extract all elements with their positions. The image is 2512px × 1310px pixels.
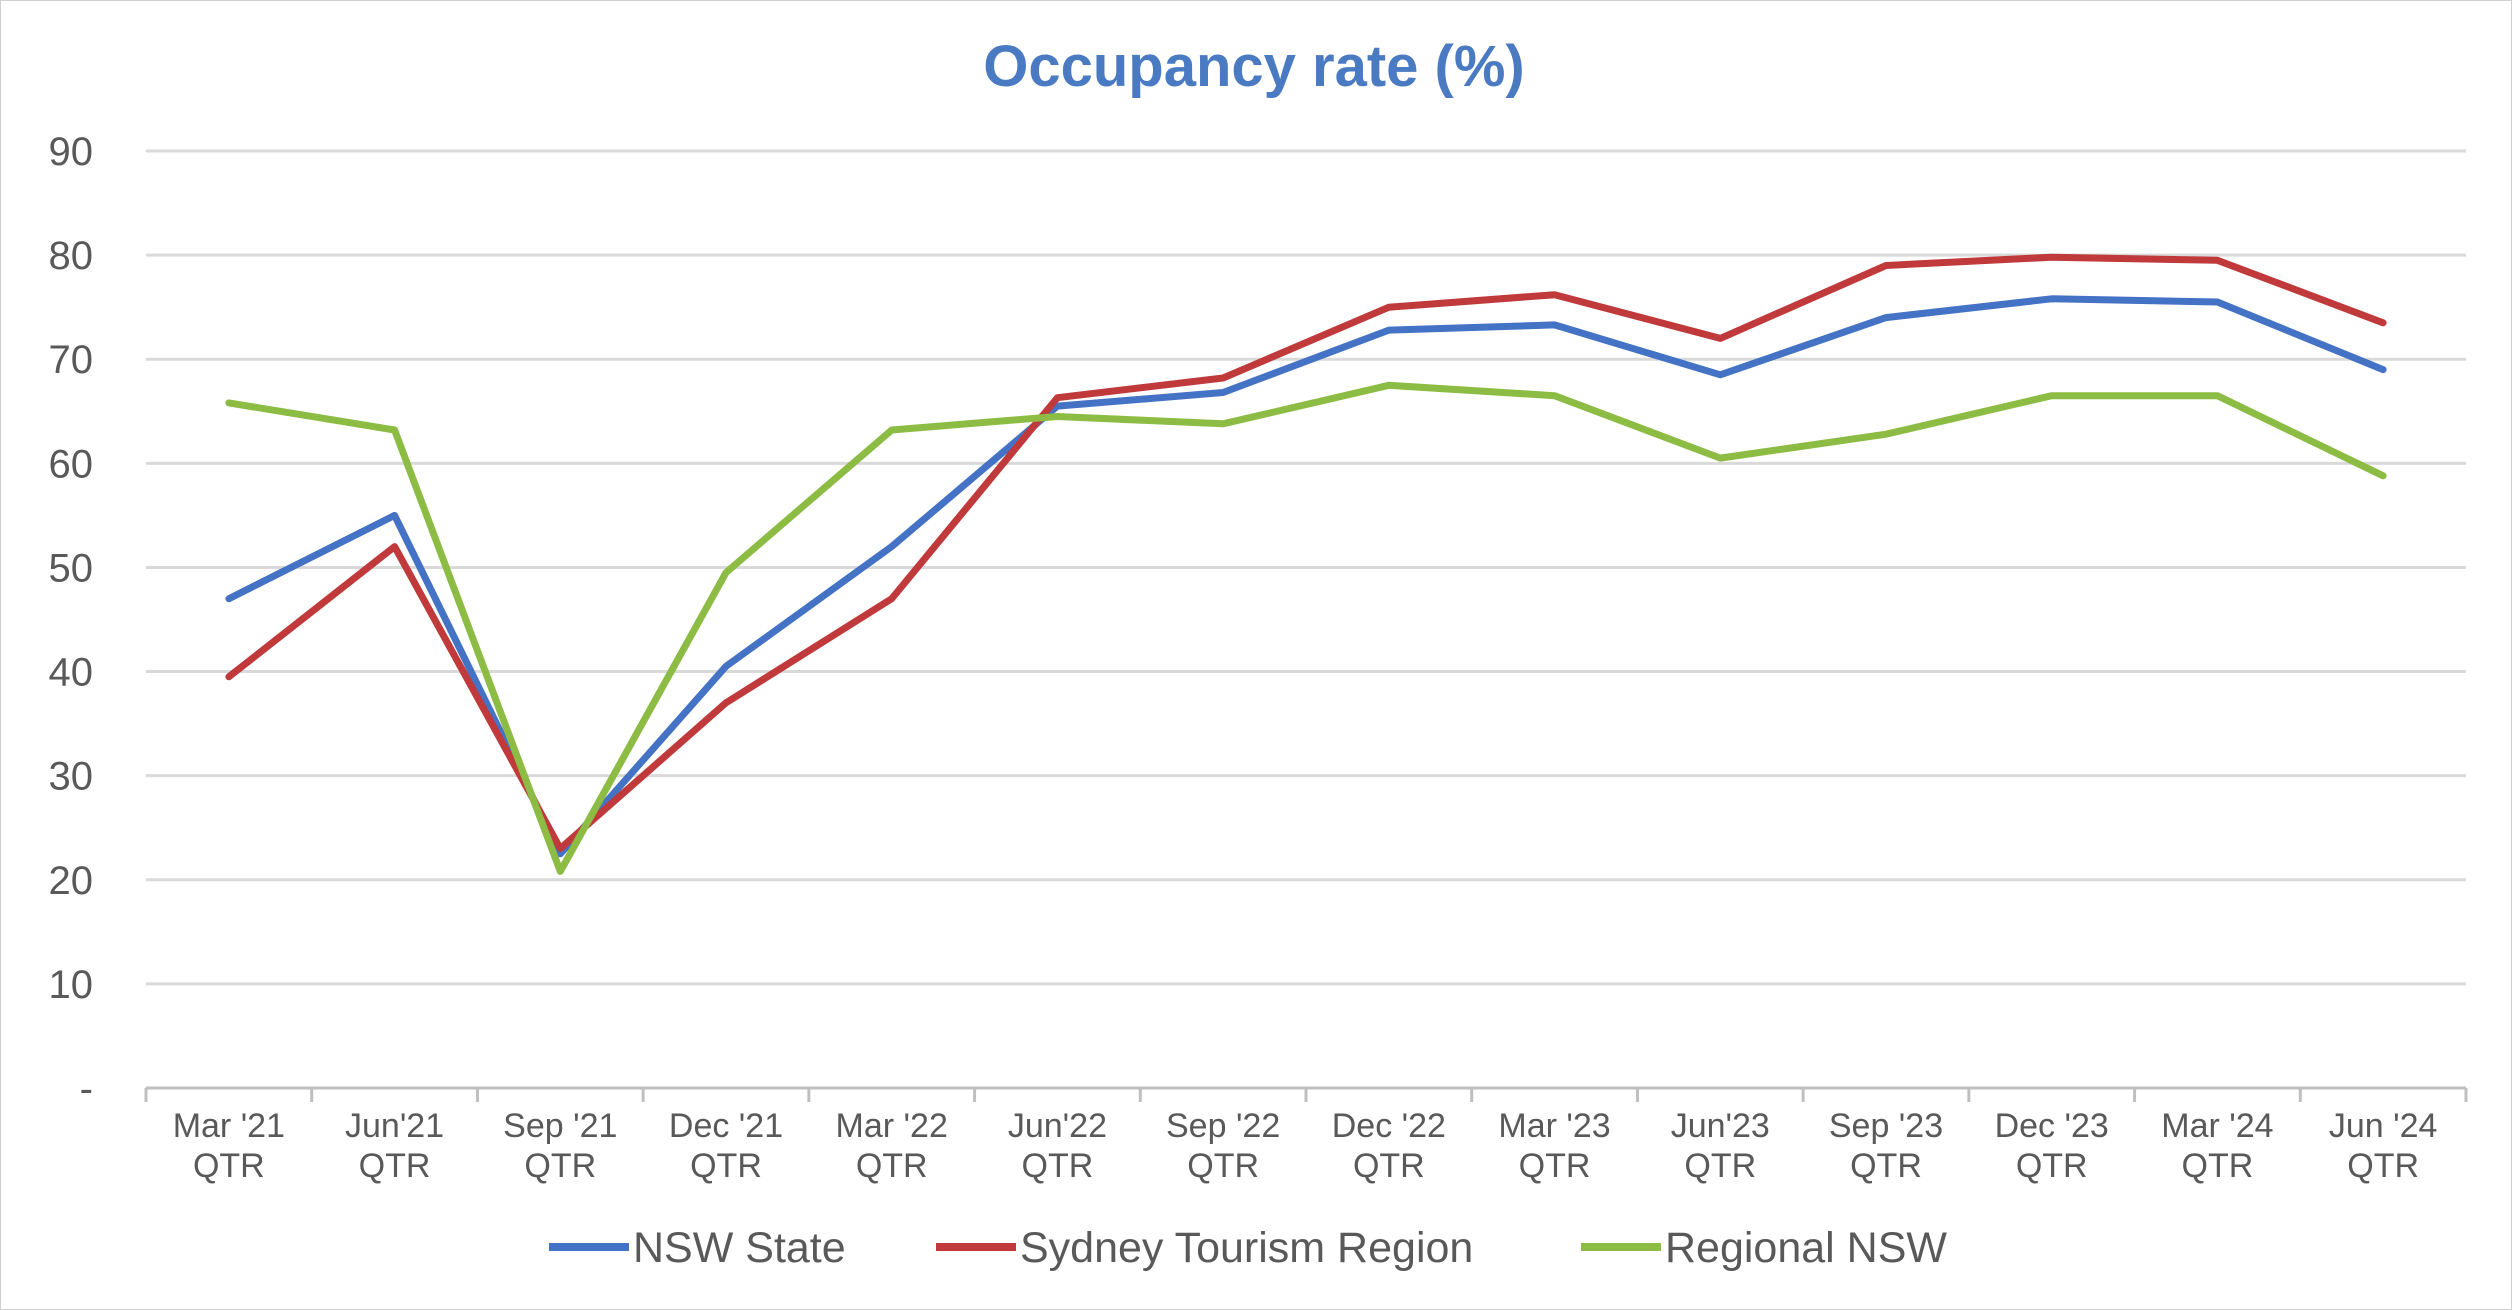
y-tick-label: 10: [49, 963, 94, 1007]
y-tick-label: 70: [49, 338, 94, 382]
x-tick-label: QTR: [2016, 1147, 2088, 1185]
y-tick-label: 40: [49, 651, 94, 695]
x-tick-label: Jun '24: [2329, 1107, 2438, 1145]
y-tick-label: 60: [49, 442, 94, 486]
x-tick-label: QTR: [2182, 1147, 2254, 1185]
x-tick-label: Jun'23: [1671, 1107, 1770, 1145]
x-tick-label: Jun'21: [345, 1107, 444, 1145]
x-tick-label: QTR: [1519, 1147, 1591, 1185]
x-tick-label: Dec '21: [669, 1107, 783, 1145]
x-tick-label: Dec '22: [1332, 1107, 1446, 1145]
x-tick-label: QTR: [1353, 1147, 1425, 1185]
x-axis: [144, 1086, 2468, 1102]
x-tick-label: Sep '21: [503, 1107, 617, 1145]
x-tick-label: QTR: [1022, 1147, 1094, 1185]
legend-label: Regional NSW: [1665, 1224, 1947, 1272]
y-tick-label: 20: [49, 859, 94, 903]
x-tick-label: Mar '22: [836, 1107, 948, 1145]
y-axis-tick-labels: - 10 20 30 40 50 60 70 80 90: [49, 130, 94, 1111]
series-line-1: [225, 253, 2387, 852]
series-lines: [225, 253, 2387, 875]
y-tick-label: 80: [49, 234, 94, 278]
x-tick-label: Mar '23: [1498, 1107, 1610, 1145]
x-tick-label: QTR: [524, 1147, 596, 1185]
x-tick-label: QTR: [359, 1147, 431, 1185]
x-tick-label: QTR: [2347, 1147, 2419, 1185]
y-tick-label: 90: [49, 130, 94, 174]
x-tick-label: QTR: [856, 1147, 928, 1185]
x-tick-label: QTR: [690, 1147, 762, 1185]
x-tick-label: QTR: [1187, 1147, 1259, 1185]
gridlines: [146, 149, 2466, 986]
x-tick-label: QTR: [193, 1147, 265, 1185]
x-tick-label: Sep '23: [1829, 1107, 1943, 1145]
x-tick-label: Jun'22: [1008, 1107, 1107, 1145]
y-tick-label: 30: [49, 755, 94, 799]
series-line-2: [225, 381, 2387, 875]
legend: NSW State Sydney Tourism Region Regional N…: [549, 1224, 1947, 1272]
chart-title: Occupancy rate (%): [983, 34, 1525, 99]
y-tick-label: 50: [49, 546, 94, 590]
legend-label: NSW State: [633, 1224, 846, 1272]
x-tick-label: Sep '22: [1166, 1107, 1280, 1145]
x-tick-label: Mar '21: [173, 1107, 285, 1145]
x-tick-label: Mar '24: [2161, 1107, 2273, 1145]
x-tick-label: QTR: [1850, 1147, 1922, 1185]
x-tick-label: Dec '23: [1995, 1107, 2109, 1145]
series-line-0: [225, 295, 2387, 858]
legend-label: Sydney Tourism Region: [1020, 1224, 1473, 1272]
y-tick-label: -: [80, 1067, 93, 1111]
x-tick-label: QTR: [1684, 1147, 1756, 1185]
